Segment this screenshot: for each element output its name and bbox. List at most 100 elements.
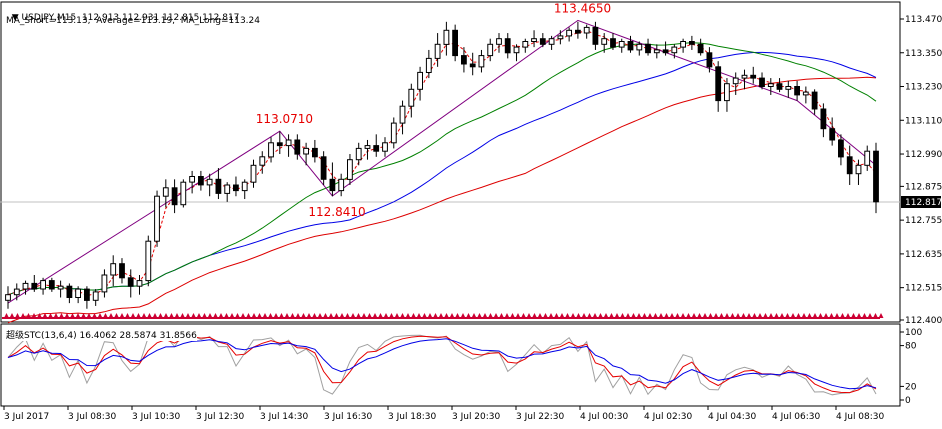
candle-body: [180, 181, 187, 206]
signal-marker: [873, 313, 878, 318]
signal-marker: [328, 313, 334, 318]
signal-marker: [185, 313, 191, 318]
signal-marker: [862, 313, 867, 318]
signal-marker: [724, 313, 730, 318]
signal-marker: [427, 313, 433, 318]
price-axis: 113.470 113.350 113.230 113.110 112.990 112.8…: [900, 15, 942, 406]
candle-body: [802, 91, 809, 96]
candle-body: [127, 277, 134, 287]
ma-header: MA_Short=113.13, Average=113.19, MA_Long…: [6, 16, 260, 26]
signal-marker: [477, 313, 482, 318]
candle-body: [268, 142, 274, 158]
signal-marker: [697, 313, 702, 318]
candle-body: [347, 159, 353, 180]
signal-marker: [449, 313, 455, 318]
signal-marker: [708, 313, 713, 318]
candle-body: [224, 184, 231, 194]
swing-price-annotation: 113.0710: [256, 112, 313, 126]
main-pane-frame: [0, 1, 901, 323]
candle-body: [452, 29, 459, 57]
signal-marker: [180, 313, 185, 318]
candle-body: [408, 88, 415, 107]
signal-marker: [691, 313, 697, 318]
signal-marker: [174, 313, 180, 318]
signal-marker: [581, 313, 587, 318]
signal-marker: [609, 313, 614, 318]
candle-body: [478, 55, 485, 68]
candle-body: [75, 288, 81, 299]
candle-body: [706, 52, 713, 68]
signal-marker: [37, 313, 42, 318]
signal-marker: [636, 313, 642, 318]
candle-body: [355, 147, 362, 161]
candle-body: [715, 66, 722, 102]
signal-marker: [323, 313, 328, 318]
candle-body: [171, 187, 178, 206]
signal-marker: [367, 313, 372, 318]
signal-marker: [42, 313, 48, 318]
candle-body: [22, 282, 29, 290]
signal-marker: [75, 313, 81, 318]
signal-marker: [790, 313, 796, 318]
time-tick-label: 3 Jul 2017: [4, 412, 49, 422]
signal-marker: [350, 313, 356, 318]
time-tick-label: 3 Jul 18:30: [388, 412, 437, 422]
time-axis: 3 Jul 2017 3 Jul 08:30 3 Jul 10:30 3 Jul 12…: [3, 406, 885, 422]
signal-marker: [488, 313, 493, 318]
candle-body: [653, 49, 660, 54]
signal-marker: [482, 313, 488, 318]
oscillator-tick-label: 20: [905, 382, 917, 392]
price-tick-label: 113.230: [905, 83, 942, 93]
main-pane: 113.0710 112.8410 113.4650: [2, 1, 884, 324]
signal-marker: [4, 313, 9, 318]
signal-marker: [345, 313, 350, 318]
signal-marker: [774, 313, 779, 318]
candle-body: [689, 41, 695, 45]
candle-body: [522, 41, 529, 48]
signal-marker: [433, 313, 438, 318]
signal-marker: [48, 313, 53, 318]
signal-marker: [136, 313, 141, 318]
signal-marker: [119, 313, 125, 318]
signal-marker: [801, 313, 807, 318]
candle-body: [48, 280, 55, 290]
candle-body: [671, 46, 678, 54]
signal-marker: [306, 313, 312, 318]
candle-body: [724, 83, 730, 102]
signal-marker: [141, 313, 147, 318]
signal-marker: [229, 313, 235, 318]
signal-marker: [114, 313, 119, 318]
signal-marker: [394, 313, 400, 318]
signal-marker: [730, 313, 735, 318]
price-tick-label: 112.875: [905, 182, 942, 192]
signal-marker: [653, 313, 658, 318]
signal-marker: [554, 313, 559, 318]
signal-marker: [26, 313, 31, 318]
signal-marker: [224, 313, 229, 318]
candle-body: [198, 176, 204, 186]
candle-body: [382, 142, 388, 152]
signal-marker: [829, 313, 834, 318]
signal-marker: [796, 313, 801, 318]
signal-marker: [405, 313, 411, 318]
signal-marker: [273, 313, 279, 318]
candle-body: [101, 274, 108, 293]
signal-marker: [532, 313, 537, 318]
signal-marker: [719, 313, 724, 318]
signal-marker: [878, 313, 884, 318]
signal-marker: [295, 313, 301, 318]
signal-marker: [301, 313, 306, 318]
candle-body: [680, 41, 687, 48]
signal-marker: [521, 313, 526, 318]
candle-body: [5, 294, 11, 301]
candle-body: [636, 43, 643, 51]
oscillator-pane-frame: [0, 323, 901, 407]
signal-marker: [235, 313, 240, 318]
candle-body: [13, 288, 20, 296]
oscillator-tick-label: 0: [905, 396, 911, 406]
candle-body: [469, 63, 476, 68]
signal-marker: [642, 313, 647, 318]
price-tick-label: 113.350: [905, 49, 942, 59]
candle-body: [276, 142, 283, 147]
ma-slow-line: [7, 76, 877, 324]
